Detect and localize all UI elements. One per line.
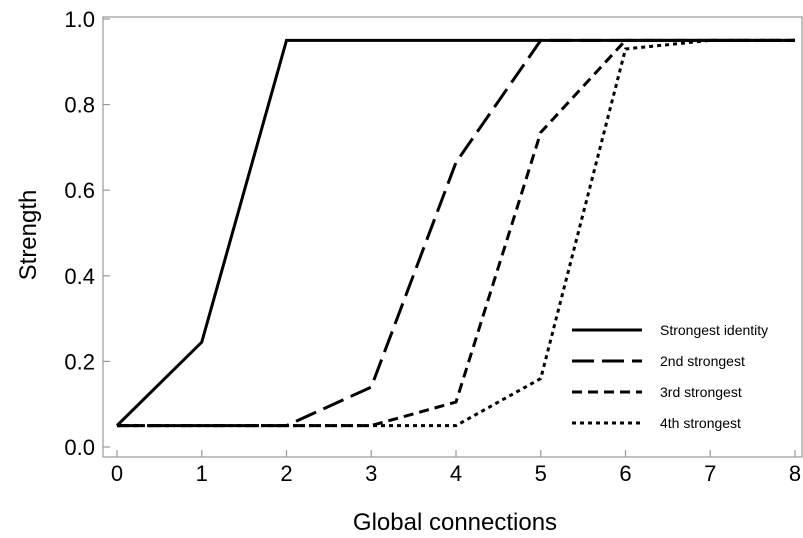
- x-tick-label: 7: [704, 461, 716, 486]
- x-tick-label: 2: [280, 461, 292, 486]
- plot-frame: [102, 16, 803, 458]
- x-tick-label: 8: [789, 461, 801, 486]
- y-tick-label: 0.4: [64, 264, 95, 289]
- y-tick-label: 0.8: [64, 93, 95, 118]
- legend-label-3: 3rd strongest: [660, 384, 742, 400]
- y-axis-title: Strength: [15, 190, 42, 281]
- x-tick-label: 0: [111, 461, 123, 486]
- legend: Strongest identity 2nd strongest 3rd stron…: [572, 322, 768, 431]
- series-line-4: [117, 38, 795, 428]
- x-tick-label: 4: [450, 461, 462, 486]
- legend-label-4: 4th strongest: [660, 415, 741, 431]
- x-tick-label: 6: [619, 461, 631, 486]
- y-axis: 0.0 0.2 0.4 0.6 0.8 1.0: [64, 7, 110, 460]
- y-tick-label: 0.0: [64, 435, 95, 460]
- y-tick-label: 0.6: [64, 178, 95, 203]
- x-tick-label: 5: [535, 461, 547, 486]
- x-tick-label: 1: [196, 461, 208, 486]
- y-tick-label: 1.0: [64, 7, 95, 32]
- y-tick-label: 0.2: [64, 349, 95, 374]
- x-axis: 0 1 2 3 4 5 6 7 8: [111, 450, 801, 486]
- x-tick-label: 3: [365, 461, 377, 486]
- x-axis-title: Global connections: [353, 509, 557, 536]
- legend-label-2: 2nd strongest: [660, 353, 745, 369]
- legend-label-1: Strongest identity: [660, 322, 768, 338]
- series-group: [115, 38, 795, 428]
- plot-area-border: [102, 16, 803, 458]
